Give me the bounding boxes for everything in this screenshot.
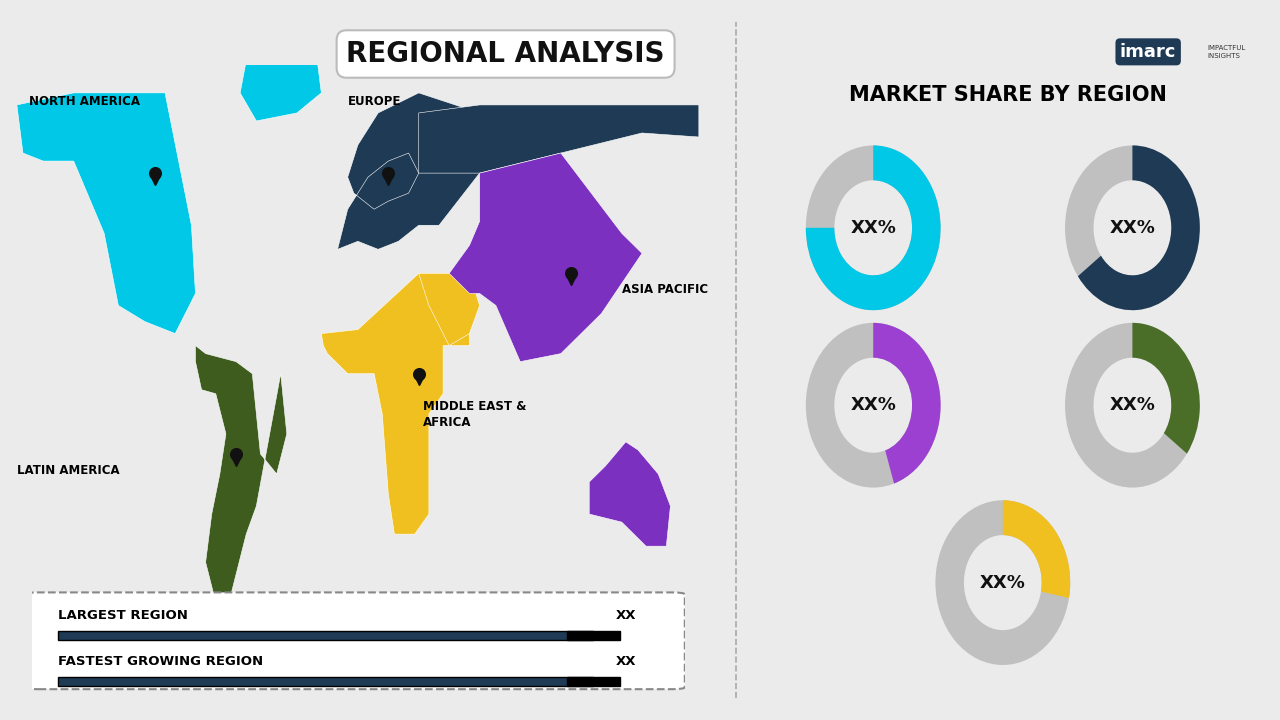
Text: LATIN AMERICA: LATIN AMERICA <box>17 464 119 477</box>
FancyBboxPatch shape <box>567 677 620 686</box>
Text: REGIONAL ANALYSIS: REGIONAL ANALYSIS <box>347 40 664 68</box>
Text: IMPACTFUL
INSIGHTS: IMPACTFUL INSIGHTS <box>1207 45 1245 59</box>
Text: LARGEST REGION: LARGEST REGION <box>58 609 188 622</box>
Wedge shape <box>1133 323 1199 454</box>
Polygon shape <box>449 153 643 361</box>
Polygon shape <box>419 274 480 346</box>
Polygon shape <box>196 346 287 614</box>
Text: XX%: XX% <box>850 219 896 237</box>
Text: MIDDLE EAST &
AFRICA: MIDDLE EAST & AFRICA <box>422 400 526 429</box>
Wedge shape <box>806 323 941 487</box>
Text: FASTEST GROWING REGION: FASTEST GROWING REGION <box>58 655 264 668</box>
Text: XX%: XX% <box>1110 396 1156 414</box>
Polygon shape <box>17 93 196 333</box>
FancyBboxPatch shape <box>567 631 620 640</box>
Text: EUROPE: EUROPE <box>348 95 401 108</box>
Polygon shape <box>321 274 470 534</box>
Text: XX%: XX% <box>980 574 1025 592</box>
Wedge shape <box>806 145 941 310</box>
Text: XX%: XX% <box>850 396 896 414</box>
Text: XX: XX <box>616 609 636 622</box>
Text: MARKET SHARE BY REGION: MARKET SHARE BY REGION <box>849 85 1167 104</box>
Polygon shape <box>419 105 699 173</box>
FancyBboxPatch shape <box>26 593 685 689</box>
Polygon shape <box>589 442 671 546</box>
Wedge shape <box>1078 145 1199 310</box>
Text: ASIA PACIFIC: ASIA PACIFIC <box>622 284 708 297</box>
FancyBboxPatch shape <box>58 677 594 686</box>
Wedge shape <box>806 145 941 310</box>
Polygon shape <box>241 60 321 121</box>
Wedge shape <box>873 323 941 484</box>
Text: XX: XX <box>616 655 636 668</box>
Wedge shape <box>936 500 1070 665</box>
FancyBboxPatch shape <box>58 631 594 640</box>
Text: NORTH AMERICA: NORTH AMERICA <box>29 95 140 108</box>
Wedge shape <box>1065 323 1199 487</box>
Wedge shape <box>1065 145 1199 310</box>
Wedge shape <box>1002 500 1070 598</box>
Polygon shape <box>338 93 480 249</box>
Text: imarc: imarc <box>1120 42 1176 60</box>
Text: XX%: XX% <box>1110 219 1156 237</box>
